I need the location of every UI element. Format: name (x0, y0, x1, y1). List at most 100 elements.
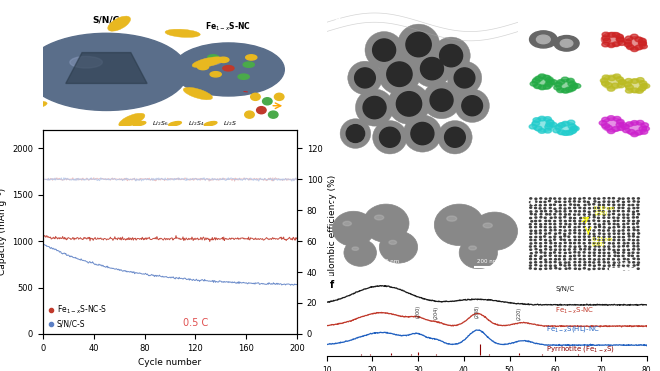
Circle shape (612, 198, 614, 199)
Circle shape (579, 198, 581, 199)
Circle shape (554, 230, 556, 231)
Circle shape (637, 236, 639, 238)
Circle shape (564, 201, 566, 203)
Circle shape (564, 252, 566, 254)
Circle shape (625, 122, 647, 135)
Circle shape (588, 255, 590, 256)
Circle shape (550, 268, 552, 269)
Circle shape (598, 220, 600, 221)
Circle shape (564, 220, 566, 222)
Circle shape (540, 214, 542, 215)
Circle shape (623, 249, 625, 250)
Circle shape (616, 119, 624, 124)
Circle shape (598, 236, 600, 237)
Ellipse shape (0, 44, 15, 56)
Circle shape (589, 242, 591, 244)
Circle shape (603, 265, 605, 266)
Circle shape (544, 223, 546, 225)
Circle shape (638, 198, 640, 199)
Circle shape (530, 236, 531, 238)
Circle shape (637, 230, 639, 231)
Circle shape (535, 262, 537, 263)
Circle shape (578, 243, 580, 244)
Circle shape (583, 233, 585, 234)
Circle shape (584, 204, 586, 206)
Circle shape (593, 211, 595, 212)
Circle shape (602, 117, 609, 122)
Circle shape (593, 220, 595, 221)
Circle shape (554, 85, 562, 90)
Circle shape (555, 211, 557, 212)
Text: e: e (529, 198, 535, 207)
Circle shape (558, 201, 560, 203)
Circle shape (535, 233, 537, 234)
Circle shape (628, 201, 630, 202)
Circle shape (554, 227, 556, 228)
Circle shape (588, 236, 590, 237)
Circle shape (564, 226, 566, 228)
Circle shape (554, 249, 556, 250)
Text: 200 nm: 200 nm (378, 259, 399, 264)
Circle shape (564, 265, 566, 266)
Circle shape (574, 204, 576, 206)
Circle shape (617, 220, 619, 221)
Circle shape (589, 239, 591, 241)
Circle shape (535, 201, 537, 202)
Circle shape (583, 201, 585, 202)
Circle shape (588, 217, 590, 218)
Circle shape (622, 246, 624, 247)
Circle shape (619, 122, 626, 127)
Circle shape (625, 37, 647, 50)
Circle shape (257, 106, 266, 114)
Circle shape (550, 265, 552, 266)
Circle shape (635, 37, 642, 42)
Circle shape (562, 131, 570, 135)
Circle shape (413, 50, 451, 87)
Circle shape (537, 35, 550, 44)
Circle shape (535, 220, 537, 221)
Circle shape (632, 211, 634, 213)
Circle shape (559, 252, 561, 253)
Circle shape (388, 83, 430, 124)
Text: $Li_2S$: $Li_2S$ (223, 119, 237, 128)
Circle shape (603, 255, 605, 256)
Circle shape (529, 262, 531, 263)
Circle shape (574, 83, 581, 88)
Circle shape (608, 76, 616, 81)
Circle shape (622, 124, 629, 129)
Circle shape (603, 204, 605, 206)
Circle shape (539, 268, 541, 270)
Circle shape (534, 84, 541, 89)
Text: (208): (208) (592, 242, 605, 247)
Ellipse shape (192, 57, 224, 68)
Circle shape (554, 243, 556, 244)
Circle shape (540, 249, 542, 251)
Circle shape (559, 230, 561, 231)
Circle shape (403, 115, 442, 152)
Circle shape (539, 233, 541, 234)
Text: 2 nm: 2 nm (616, 261, 629, 266)
Circle shape (545, 78, 552, 82)
Circle shape (570, 210, 572, 212)
Circle shape (532, 121, 540, 126)
Circle shape (574, 201, 576, 202)
Circle shape (579, 268, 581, 270)
Circle shape (594, 223, 596, 225)
Circle shape (609, 211, 610, 212)
Circle shape (530, 205, 532, 206)
Circle shape (639, 38, 646, 43)
Circle shape (618, 233, 620, 234)
Circle shape (550, 243, 552, 244)
Circle shape (628, 220, 630, 221)
Circle shape (574, 227, 576, 228)
Circle shape (636, 78, 644, 82)
Circle shape (618, 236, 620, 237)
Circle shape (218, 57, 229, 62)
Circle shape (554, 233, 556, 234)
Circle shape (535, 255, 537, 256)
Circle shape (593, 230, 595, 231)
Circle shape (420, 58, 444, 80)
Ellipse shape (389, 240, 397, 244)
Circle shape (554, 246, 556, 247)
Circle shape (612, 207, 614, 209)
